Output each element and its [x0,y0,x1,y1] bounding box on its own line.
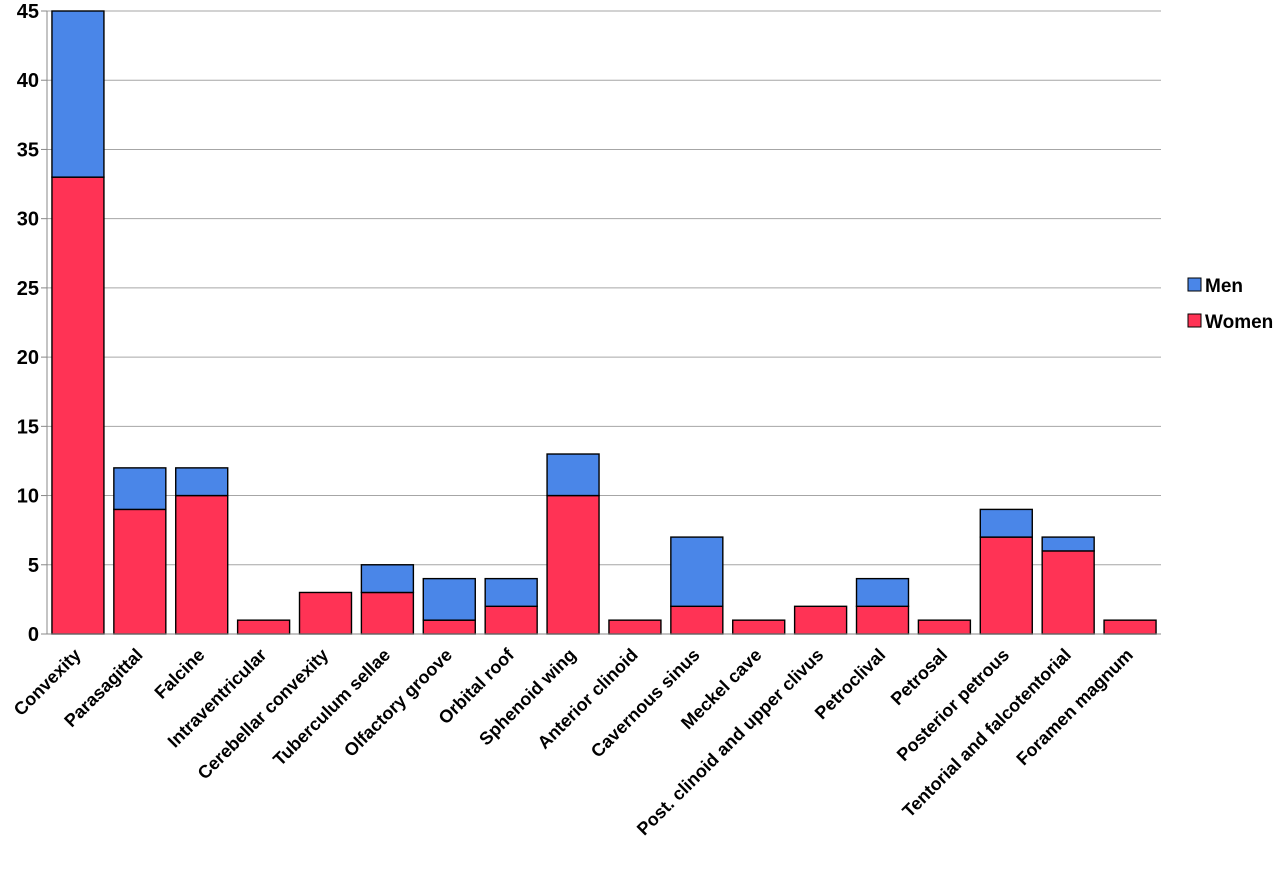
bar-men-petroclival [855,577,910,608]
bars [51,10,1157,635]
y-tick-label: 45 [17,1,39,23]
bar-women-tentorial-and-falcotentorial [1041,550,1095,635]
bar-women-post-clinoid-and-upper-clivus [793,605,848,635]
legend-swatch-women [1187,313,1202,328]
bar-women-intraventricular [236,619,291,635]
bar-women-falcine [175,494,229,635]
y-tick-label: 10 [17,486,39,508]
legend-swatch-men [1187,277,1202,292]
x-tick-label: Tuberculum sellae [269,645,394,770]
y-tick-label: 25 [17,278,39,300]
bar-men-falcine [175,467,229,497]
bar-women-posterior-petrous [979,536,1033,635]
y-tick-label: 30 [17,209,39,231]
bar-women-convexity [51,176,105,635]
bar-women-olfactory-groove [422,619,476,635]
bar-women-petrosal [917,619,972,635]
bar-men-olfactory-groove [422,577,476,621]
bar-women-foramen-magnum [1103,619,1157,635]
y-tick-label: 20 [17,347,39,369]
y-axis: 0 5 10 15 20 25 30 35 40 45 [17,1,48,646]
bar-women-petroclival [855,605,910,635]
x-tick-label: Olfactory groove [340,645,456,761]
bar-women-meckel-cave [732,619,786,635]
bar-women-parasagittal [113,508,167,635]
bar-women-cavernous-sinus [670,605,724,635]
x-tick-label: Petrosal [887,645,951,709]
y-tick-label: 35 [17,139,39,161]
x-tick-label: Falcine [151,645,209,703]
bar-men-cavernous-sinus [670,536,724,608]
x-tick-label: Foramen magnum [1012,645,1136,769]
bar-men-orbital-roof [484,577,538,608]
legend: Men Women [1187,276,1273,333]
bar-women-sphenoid-wing [546,494,600,635]
x-tick-label: Posterior petrous [893,645,1013,765]
bar-men-convexity [51,10,105,178]
bar-men-tentorial-and-falcotentorial [1041,536,1095,552]
y-tick-label: 15 [17,416,39,438]
x-tick-label: Cavernous sinus [587,645,704,762]
gridlines [47,10,1161,635]
bar-men-posterior-petrous [979,508,1033,538]
bar-men-tuberculum-sellae [360,564,415,594]
legend-label-women: Women [1205,312,1273,333]
bar-women-cerebellar-convexity [298,591,353,635]
y-tick-label: 5 [28,555,39,577]
legend-label-men: Men [1205,276,1243,297]
y-tick-label: 0 [28,624,39,646]
y-tick-label: 40 [17,70,39,92]
bar-men-parasagittal [113,467,167,511]
bar-women-tuberculum-sellae [360,591,415,635]
bar-men-sphenoid-wing [546,453,600,497]
bar-women-orbital-roof [484,605,538,635]
bar-women-anterior-clinoid [608,619,662,635]
